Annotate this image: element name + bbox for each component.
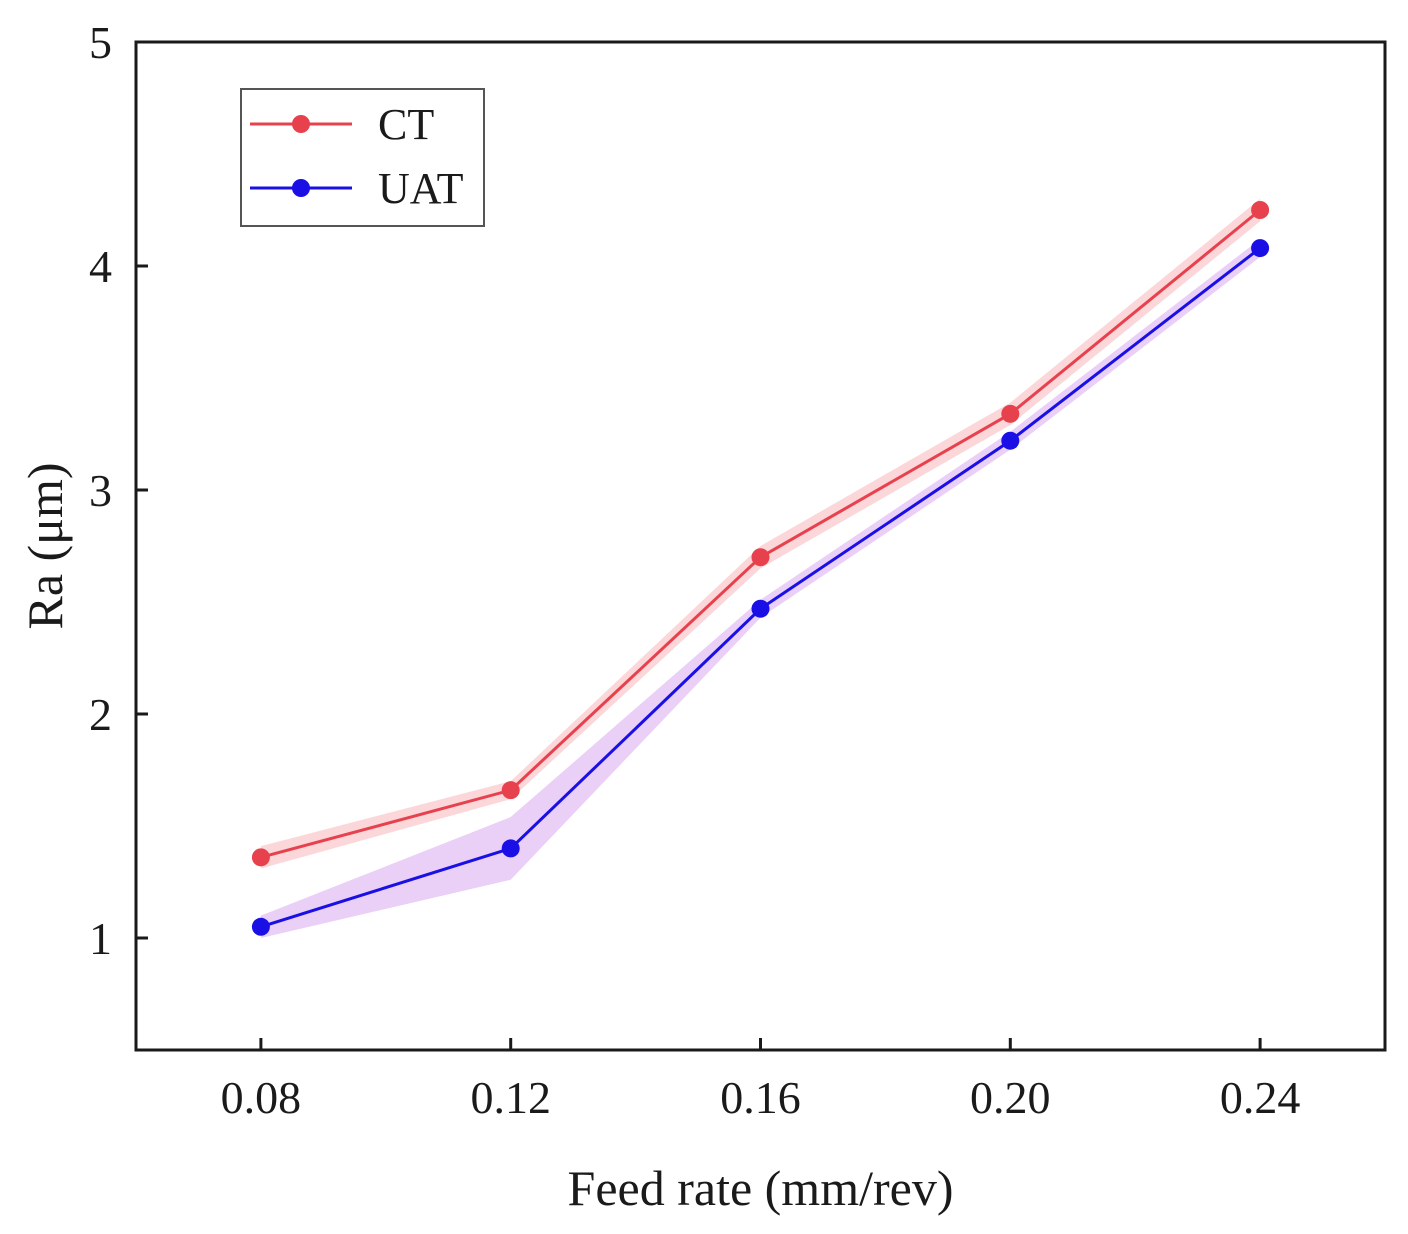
ct-error-band — [260, 198, 1261, 869]
legend: CT UAT — [240, 88, 485, 227]
ct-point — [751, 548, 770, 567]
uat-point — [1001, 431, 1020, 450]
uat-point — [751, 599, 770, 618]
ct-point — [1001, 404, 1020, 423]
legend-box — [240, 88, 485, 227]
legend-ct-label: CT — [378, 100, 434, 149]
y-axis-title: Ra (μm) — [17, 462, 73, 629]
uat-error-band — [260, 239, 1261, 938]
confidence-bands — [260, 198, 1261, 938]
uat-point — [1251, 239, 1270, 258]
y-axis: 1 2 3 4 5 — [89, 17, 148, 964]
x-tick-label: 0.16 — [720, 1072, 801, 1123]
y-tick-label: 5 — [89, 17, 112, 68]
x-tick-label: 0.08 — [221, 1072, 302, 1123]
x-tick-label: 0.20 — [970, 1072, 1051, 1123]
x-tick-label: 0.24 — [1220, 1072, 1301, 1123]
y-tick-label: 1 — [89, 913, 112, 964]
ct-series-line — [260, 208, 1262, 859]
y-tick-label: 2 — [89, 689, 112, 740]
legend-ct-marker — [292, 115, 310, 133]
legend-uat-label: UAT — [378, 164, 464, 213]
ct-point — [1251, 201, 1270, 219]
x-axis: 0.08 0.12 0.16 0.20 0.24 — [221, 1038, 1301, 1123]
uat-point — [501, 839, 520, 858]
legend-uat-marker — [292, 179, 310, 197]
ct-point — [251, 848, 270, 867]
x-axis-title: Feed rate (mm/rev) — [568, 1160, 954, 1216]
y-tick-label: 3 — [89, 465, 112, 516]
uat-point — [251, 917, 270, 936]
ct-point — [501, 781, 520, 800]
series-points — [251, 201, 1270, 936]
x-tick-label: 0.12 — [470, 1072, 551, 1123]
y-tick-label: 4 — [89, 241, 112, 292]
